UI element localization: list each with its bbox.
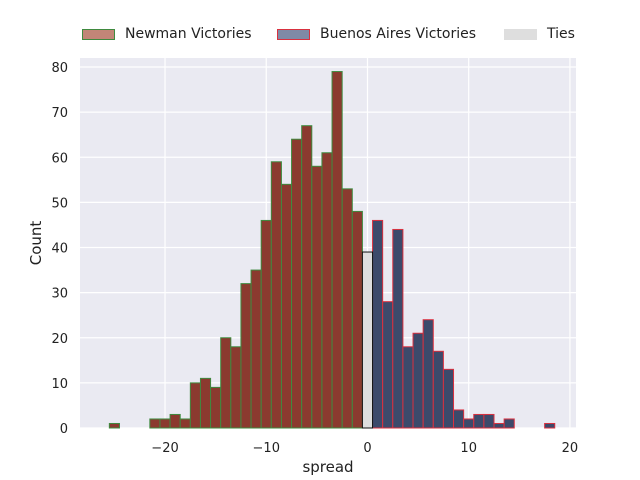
bar-newman-victories <box>108 422 120 429</box>
bar-buenos-aires-victories <box>453 409 465 429</box>
bar-newman-victories <box>321 152 333 429</box>
bar-buenos-aires-victories <box>382 301 394 429</box>
bar-ties <box>361 251 374 429</box>
bar-newman-victories <box>280 183 293 429</box>
x-tick-label: −10 <box>253 441 280 456</box>
bar-buenos-aires-victories <box>422 319 434 429</box>
x-tick-label: 10 <box>460 441 477 456</box>
bar-buenos-aires-victories <box>372 219 384 429</box>
legend-swatch-newman <box>82 28 115 40</box>
bar-newman-victories <box>210 386 222 429</box>
y-tick-label: 0 <box>60 422 68 437</box>
y-tick-label: 70 <box>51 106 68 121</box>
y-tick-label: 40 <box>51 242 68 257</box>
bar-newman-victories <box>291 138 303 429</box>
bar-buenos-aires-victories <box>432 350 444 429</box>
bar-buenos-aires-victories <box>544 422 556 429</box>
y-tick-label: 10 <box>51 377 68 392</box>
legend-item-buenos-aires: Buenos Aires Victories <box>277 26 476 42</box>
bar-newman-victories <box>189 382 201 429</box>
legend-label-ties: Ties <box>547 26 575 42</box>
bar-newman-victories <box>250 269 262 429</box>
bar-newman-victories <box>159 418 171 429</box>
x-tick-label: −20 <box>151 441 178 456</box>
bar-newman-victories <box>311 165 323 429</box>
legend-swatch-buenos-aires <box>277 28 310 40</box>
bar-newman-victories <box>199 377 212 429</box>
bar-newman-victories <box>179 418 191 429</box>
legend-label-newman: Newman Victories <box>125 26 252 42</box>
bar-buenos-aires-victories <box>503 418 515 429</box>
bar-newman-victories <box>260 219 272 429</box>
x-tick-label: 0 <box>363 441 371 456</box>
bar-newman-victories <box>220 337 232 429</box>
bar-buenos-aires-victories <box>473 413 485 429</box>
x-axis-ticks: −20 −10 0 10 20 <box>151 441 578 456</box>
bar-buenos-aires-victories <box>483 413 495 429</box>
bar-buenos-aires-victories <box>463 418 475 429</box>
bar-newman-victories <box>341 188 353 429</box>
legend: Newman Victories Buenos Aires Victories … <box>0 26 640 46</box>
y-tick-label: 80 <box>51 61 68 76</box>
y-tick-label: 30 <box>51 287 68 302</box>
legend-swatch-ties <box>504 28 537 40</box>
y-axis-ticks: 0 10 20 30 40 50 60 70 80 <box>51 61 68 437</box>
legend-item-ties: Ties <box>504 26 575 42</box>
y-tick-label: 20 <box>51 332 68 347</box>
bar-newman-victories <box>230 346 242 429</box>
bar-newman-victories <box>351 210 363 429</box>
y-axis-label: Count <box>27 221 45 266</box>
bar-newman-victories <box>270 161 282 429</box>
x-axis-label: spread <box>302 458 353 476</box>
bar-buenos-aires-victories <box>493 422 505 429</box>
legend-item-newman: Newman Victories <box>82 26 252 42</box>
bars <box>108 71 556 429</box>
legend-label-buenos-aires: Buenos Aires Victories <box>320 26 477 42</box>
bar-buenos-aires-victories <box>392 228 404 429</box>
y-tick-label: 50 <box>51 196 68 211</box>
bar-newman-victories <box>301 125 313 429</box>
bar-buenos-aires-victories <box>442 368 455 429</box>
bar-buenos-aires-victories <box>402 346 414 429</box>
x-tick-label: 20 <box>562 441 579 456</box>
bar-newman-victories <box>240 283 252 429</box>
bar-newman-victories <box>149 418 161 429</box>
bar-newman-victories <box>331 71 343 429</box>
bar-buenos-aires-victories <box>412 332 424 429</box>
bar-newman-victories <box>169 413 181 429</box>
y-tick-label: 60 <box>51 151 68 166</box>
